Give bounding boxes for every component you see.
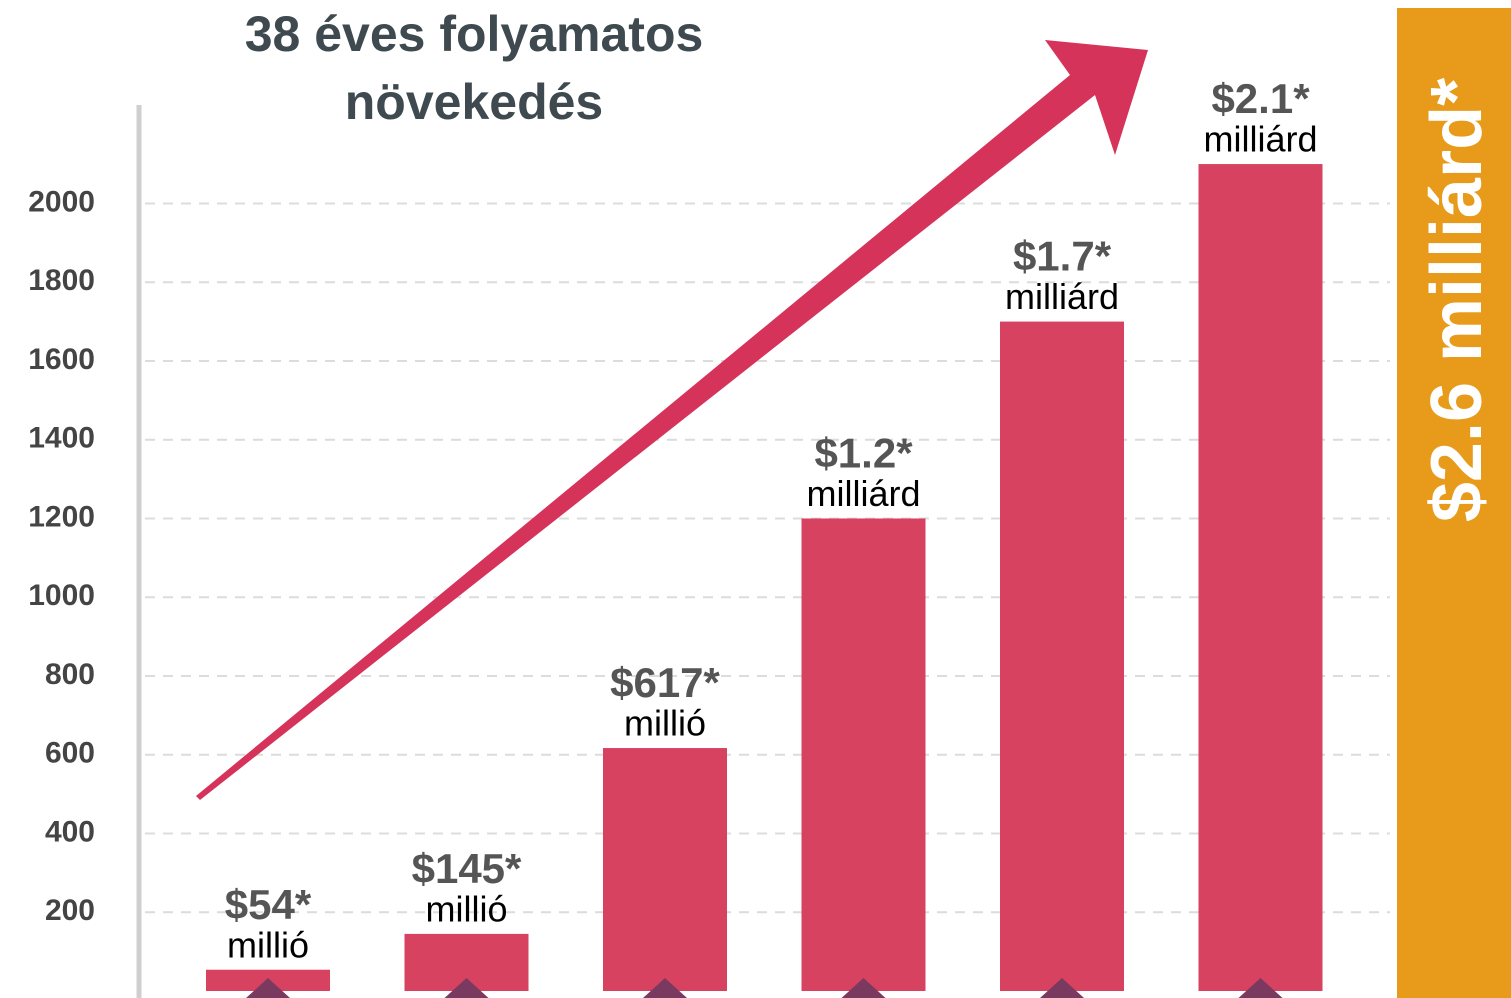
bar-base-marker <box>841 978 886 998</box>
value-label: $1.2* <box>814 430 913 477</box>
y-tick-label: 1000 <box>28 579 95 612</box>
value-label-unit: millió <box>624 703 706 744</box>
y-tick-label: 1200 <box>28 500 95 533</box>
value-label: $54* <box>225 881 312 928</box>
bar <box>603 748 727 991</box>
y-tick-label: 1800 <box>28 264 95 297</box>
bar <box>1198 164 1323 992</box>
value-label-unit: millió <box>425 888 507 929</box>
y-tick-label: 2000 <box>28 185 95 218</box>
chart-title: növekedés <box>345 74 603 130</box>
bar-base-marker <box>246 978 290 998</box>
value-label-unit: milliárd <box>1203 119 1317 160</box>
value-label: $145* <box>412 845 522 892</box>
y-tick-label: 200 <box>45 894 95 927</box>
value-label: $1.7* <box>1013 233 1112 280</box>
bar-base-marker <box>444 978 489 998</box>
y-tick-label: 800 <box>45 658 95 691</box>
value-label: $2.1* <box>1211 75 1310 122</box>
value-label-unit: milliárd <box>806 473 920 514</box>
chart-title: 38 éves folyamatos <box>245 6 704 62</box>
highlight-panel <box>1397 8 1511 998</box>
bar-base-marker <box>1238 978 1283 998</box>
bar <box>801 518 926 991</box>
y-tick-label: 600 <box>45 737 95 770</box>
total-annotation: $2.6 milliárd* <box>1417 78 1497 522</box>
bar-base-marker <box>1040 978 1084 998</box>
y-tick-label: 400 <box>45 815 95 848</box>
y-tick-label: 1600 <box>28 343 95 376</box>
bar <box>1000 321 1124 992</box>
y-tick-label: 1400 <box>28 422 95 455</box>
bar-base-marker <box>643 978 687 998</box>
value-label-unit: milliárd <box>1005 276 1119 317</box>
growth-arrow <box>196 40 1148 800</box>
value-label: $617* <box>610 659 720 706</box>
value-label-unit: millió <box>227 924 309 965</box>
